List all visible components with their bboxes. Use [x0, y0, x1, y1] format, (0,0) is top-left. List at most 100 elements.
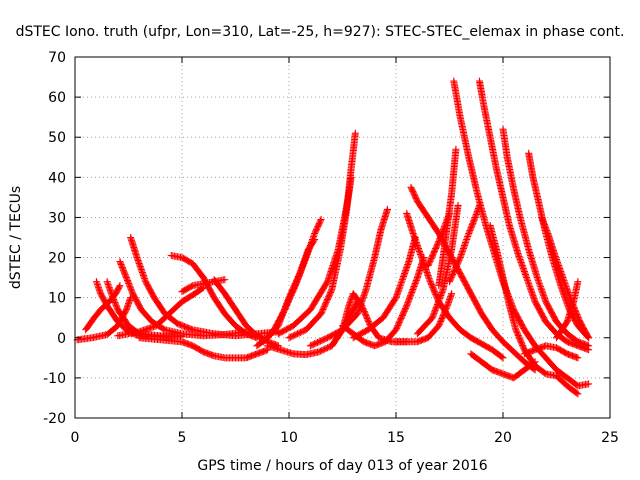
data-point	[117, 259, 125, 267]
data-point	[431, 308, 439, 316]
data-point	[439, 287, 447, 295]
data-point	[118, 262, 126, 270]
data-point	[110, 297, 118, 305]
data-point	[585, 342, 593, 350]
y-tick-label: 60	[48, 90, 66, 106]
data-point	[118, 263, 126, 271]
data-point	[403, 300, 411, 308]
data-point	[409, 285, 417, 293]
plot-frame	[74, 56, 611, 419]
data-point	[113, 303, 121, 311]
data-point	[317, 215, 325, 223]
data-series-26	[424, 209, 453, 270]
data-series-28	[475, 77, 593, 354]
data-point	[299, 261, 307, 269]
data-point	[574, 278, 582, 286]
data-point	[468, 222, 476, 230]
data-series-20	[339, 254, 428, 350]
data-point	[125, 279, 133, 287]
data-point	[436, 293, 444, 301]
data-point	[437, 290, 445, 298]
data-point	[539, 216, 547, 224]
data-series-13	[259, 215, 325, 346]
data-point	[116, 258, 124, 266]
data-point	[439, 226, 447, 234]
data-point	[428, 314, 436, 322]
data-point	[297, 267, 305, 275]
data-point	[541, 222, 549, 230]
data-point	[435, 296, 443, 304]
data-point	[127, 285, 135, 293]
data-series-17	[306, 205, 391, 350]
data-point	[469, 219, 477, 227]
data-point	[121, 271, 129, 279]
y-axis-title: dSTEC / TECUs	[8, 186, 24, 289]
data-point	[438, 230, 446, 238]
data-point	[435, 238, 443, 246]
data-point	[292, 280, 300, 288]
data-point	[538, 213, 546, 221]
data-point	[351, 129, 359, 137]
data-point	[433, 302, 441, 310]
data-series-32	[467, 350, 539, 382]
data-point	[432, 305, 440, 313]
data-point	[540, 219, 548, 227]
data-point	[469, 218, 477, 226]
y-tick-label: 20	[48, 251, 66, 267]
data-point	[128, 287, 136, 295]
data-point	[291, 282, 299, 290]
data-point	[467, 225, 475, 233]
data-point	[437, 232, 445, 240]
data-point	[470, 216, 478, 224]
data-point	[122, 272, 130, 280]
data-series-24	[413, 201, 462, 338]
data-point	[433, 300, 441, 308]
data-point	[115, 283, 123, 291]
data-point	[543, 227, 551, 235]
data-point	[294, 276, 302, 284]
data-point	[408, 287, 416, 295]
data-point	[295, 273, 303, 281]
data-point	[436, 295, 444, 303]
data-point	[442, 218, 450, 226]
data-point	[404, 299, 412, 307]
data-point	[574, 390, 582, 398]
data-point	[117, 260, 125, 268]
data-point	[125, 281, 133, 289]
y-tick-label: -10	[43, 371, 66, 387]
data-series-33	[525, 149, 593, 342]
data-point	[296, 270, 304, 278]
y-tick-label: 30	[48, 210, 66, 226]
data-point	[109, 294, 117, 302]
data-point	[437, 292, 445, 300]
data-point	[436, 233, 444, 241]
tick-layer: 0 5 10 15 20 25 -20 -10 0 10 20 30 40 50 60 70	[43, 50, 619, 446]
data-point	[543, 228, 551, 236]
data-point	[452, 145, 460, 153]
data-point	[407, 291, 415, 299]
data-point	[573, 389, 581, 397]
data-point	[124, 277, 132, 285]
data-point	[111, 298, 119, 306]
data-point	[498, 353, 506, 361]
data-point	[298, 265, 306, 273]
data-point	[126, 284, 134, 292]
data-point	[465, 229, 473, 237]
data-point	[221, 276, 229, 284]
data-point	[126, 282, 134, 290]
data-point	[110, 295, 118, 303]
data-point	[413, 275, 421, 283]
data-series-29	[446, 201, 483, 286]
x-axis-title: GPS time / hours of day 013 of year 2016	[197, 458, 487, 474]
series-layer	[73, 77, 593, 398]
data-series-19	[349, 234, 419, 342]
data-point	[435, 236, 443, 244]
data-point	[108, 291, 116, 299]
data-point	[430, 309, 438, 317]
data-point	[435, 297, 443, 305]
data-point	[124, 278, 132, 286]
data-series-16	[285, 129, 359, 342]
data-point	[465, 228, 473, 236]
data-point	[300, 259, 308, 267]
data-point	[466, 227, 474, 235]
